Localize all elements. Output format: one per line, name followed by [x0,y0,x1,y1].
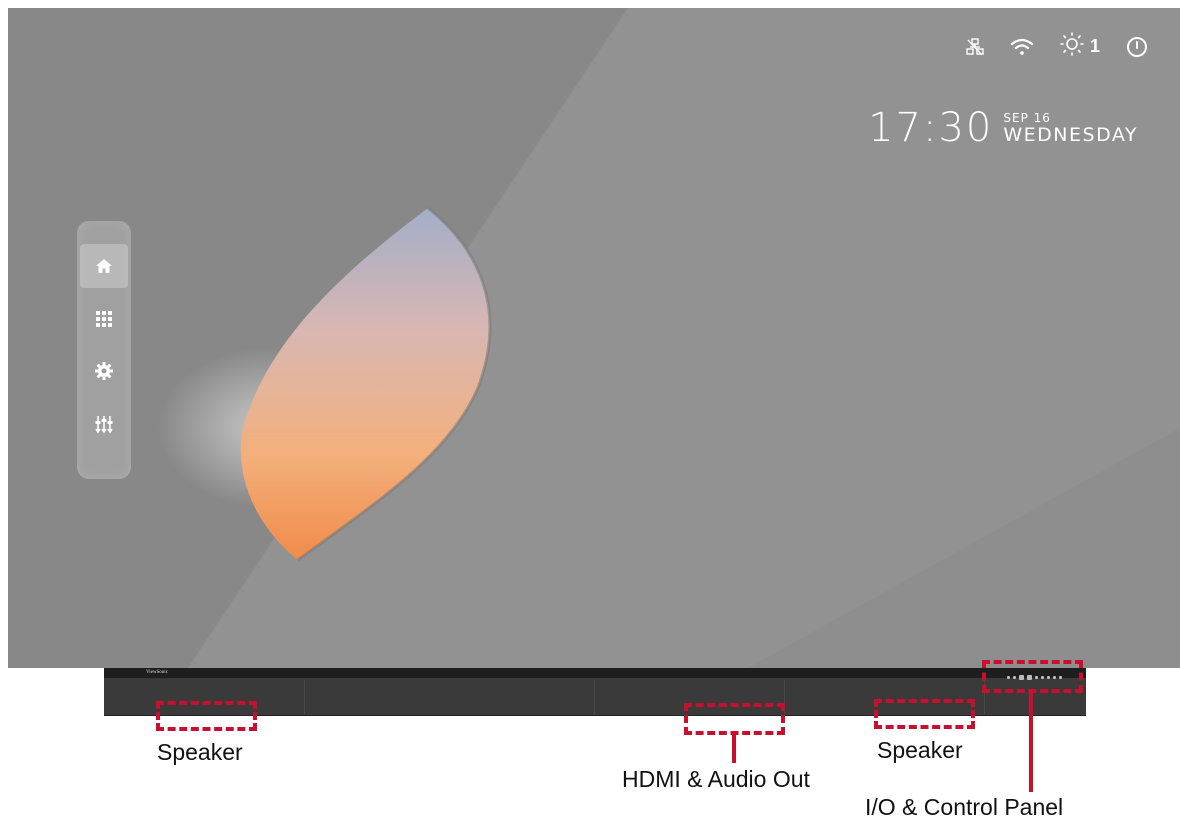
brightness-icon [1060,32,1084,61]
sliders-icon [95,416,113,434]
status-bar: 1 [966,32,1148,61]
clock-widget: 17:30 SEP 16 WEDNESDAY [868,108,1138,148]
clock-weekday: WEDNESDAY [1003,124,1138,146]
bezel-seam [784,680,785,714]
callout-label-speaker-left: Speaker [157,739,243,765]
sidebar-item-tools[interactable] [80,402,128,446]
callout-leader-hdmi-audio [732,735,736,763]
callout-box-io-panel [982,660,1083,693]
bezel-seam [984,680,985,714]
wallpaper [8,8,1180,668]
clock-date: SEP 16 [1003,111,1051,125]
sidebar-item-home[interactable] [80,244,128,288]
home-icon [96,259,112,273]
bezel-control-buttons [1007,675,1062,680]
display-screen: 1 17:30 SEP 16 WEDNESDAY [8,8,1180,668]
brightness-value: 1 [1089,36,1100,56]
grid-icon [96,311,112,327]
bezel-seam [594,680,595,714]
display-bezel: ViewSonic [104,668,1086,716]
network-disconnected-icon[interactable] [966,37,984,56]
brand-logo: ViewSonic [146,670,168,675]
bezel-seam [304,680,305,714]
brightness-control[interactable]: 1 [1060,32,1100,61]
callout-label-hdmi-audio: HDMI & Audio Out [622,766,810,792]
sidebar-menu [77,221,131,479]
wifi-icon[interactable] [1010,38,1034,56]
bezel-top-strip [104,668,1086,678]
callout-leader-io-panel [1029,693,1033,792]
callout-label-io-panel: I/O & Control Panel [865,794,1064,820]
callout-box-hdmi-audio [684,703,785,735]
clock-time: 17:30 [868,105,994,151]
callout-box-speaker-right [874,699,975,729]
sidebar-item-apps[interactable] [80,297,128,341]
power-icon[interactable] [1126,36,1148,58]
callout-box-speaker-left [156,701,257,731]
gear-icon [95,362,113,380]
callout-label-speaker-right: Speaker [877,737,963,763]
sidebar-item-settings[interactable] [80,349,128,393]
